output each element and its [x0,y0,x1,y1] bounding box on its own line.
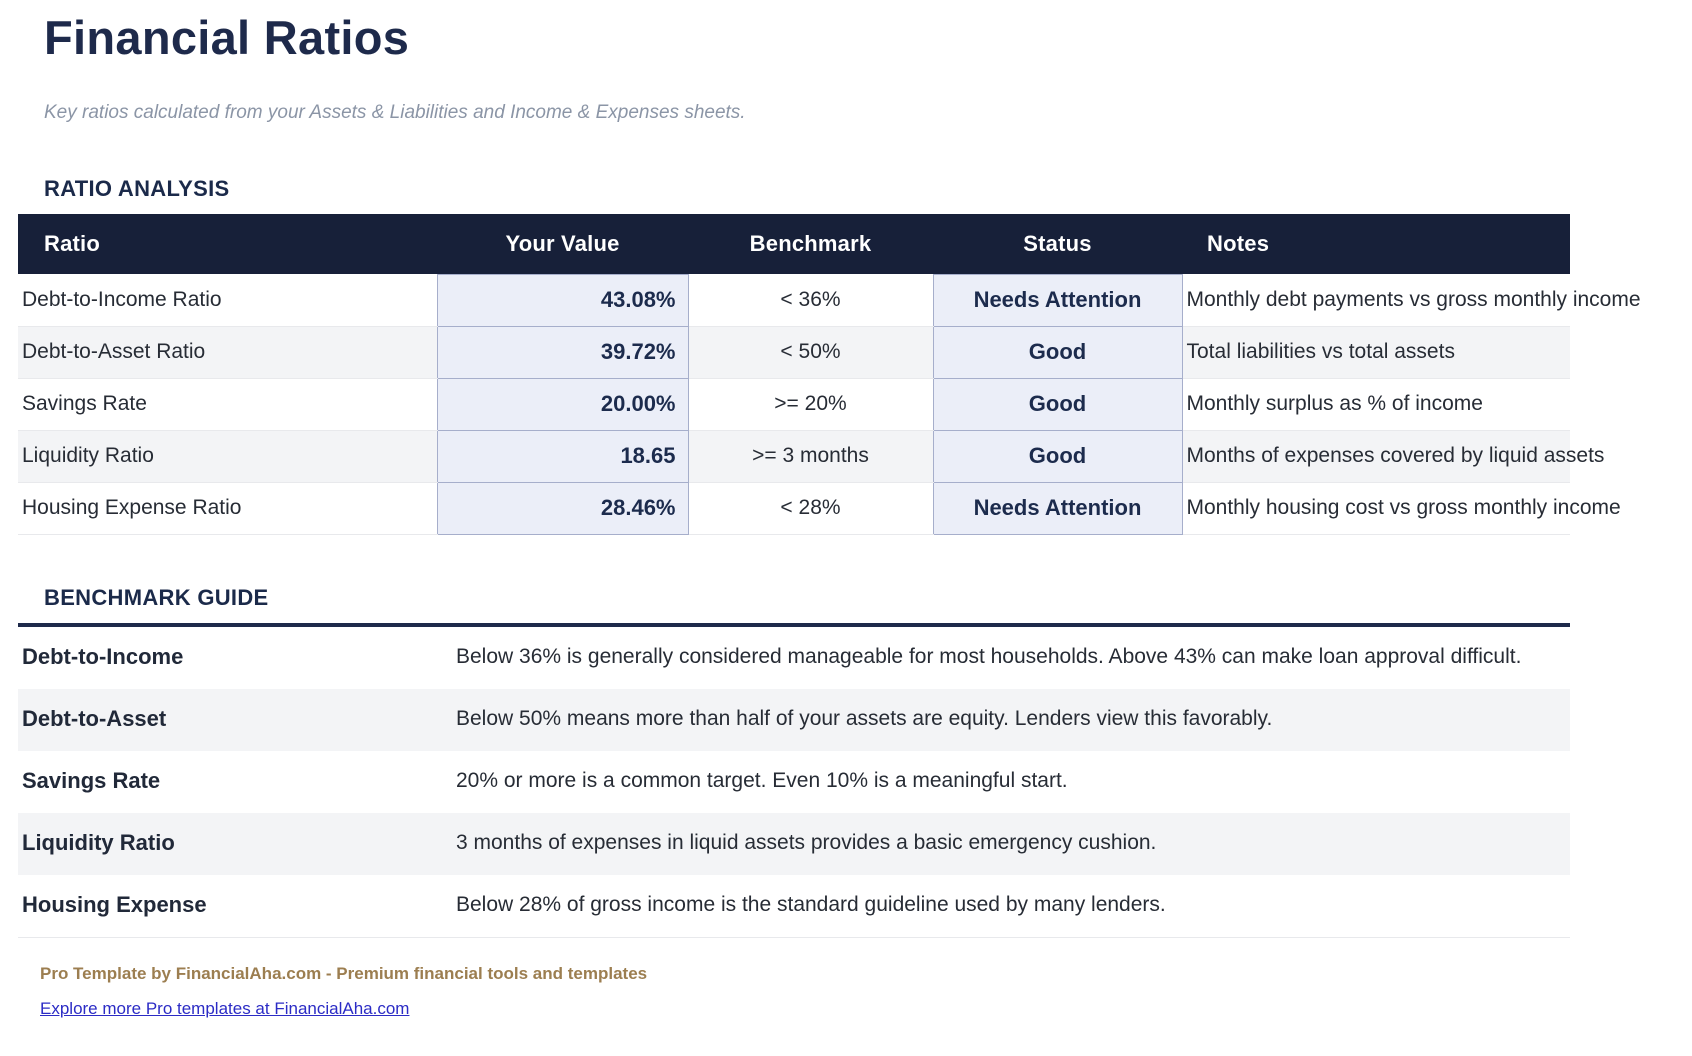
branding-text: Pro Template by FinancialAha.com - Premi… [40,963,648,983]
notes-cell: Monthly debt payments vs gross monthly i… [1182,274,1641,327]
status-cell: Good [932,325,1183,379]
benchmark-cell: >= 3 months [688,430,933,483]
ratio-analysis-heading: RATIO ANALYSIS [44,175,230,201]
status-cell: Needs Attention [932,273,1183,327]
benchmark-guide-table: Debt-to-Income Below 36% is generally co… [18,622,1570,938]
explore-templates-link[interactable]: Explore more Pro templates at FinancialA… [40,998,410,1018]
your-value-cell: 43.08% [436,273,689,327]
table-header-row: Ratio Your Value Benchmark Status Notes [18,213,1570,275]
guide-row: Housing Expense Below 28% of gross incom… [18,875,1570,937]
guide-description: Below 28% of gross income is the standar… [456,892,1166,916]
guide-term: Debt-to-Asset [22,705,167,731]
guide-description: Below 50% means more than half of your a… [456,706,1273,730]
ratio-name-cell: Liquidity Ratio [18,430,437,483]
column-header-your-value: Your Value [437,213,688,275]
notes-cell: Monthly housing cost vs gross monthly in… [1182,482,1621,535]
table-row: Savings Rate 20.00% >= 20% Good Monthly … [18,377,1570,431]
guide-row: Savings Rate 20% or more is a common tar… [18,751,1570,813]
column-header-benchmark: Benchmark [688,213,933,275]
benchmark-cell: < 36% [688,274,933,327]
guide-row: Liquidity Ratio 3 months of expenses in … [18,812,1570,875]
status-cell: Needs Attention [932,481,1183,535]
guide-description: 3 months of expenses in liquid assets pr… [456,830,1157,854]
benchmark-guide-heading: BENCHMARK GUIDE [44,584,269,610]
table-row: Debt-to-Asset Ratio 39.72% < 50% Good To… [18,325,1570,379]
table-row: Liquidity Ratio 18.65 >= 3 months Good M… [18,429,1604,483]
ratio-analysis-table: Ratio Your Value Benchmark Status Notes … [18,213,1641,535]
your-value-cell: 28.46% [436,481,689,535]
notes-cell: Months of expenses covered by liquid ass… [1182,430,1604,483]
page-footer: Pro Template by FinancialAha.com - Premi… [40,964,1692,1019]
guide-term: Debt-to-Income [22,643,184,669]
status-cell: Good [932,377,1183,431]
guide-description: 20% or more is a common target. Even 10%… [456,768,1068,792]
notes-cell: Total liabilities vs total assets [1182,326,1570,379]
column-header-notes: Notes [1182,213,1570,275]
page-title: Financial Ratios [44,11,410,64]
ratio-name-cell: Savings Rate [18,378,437,431]
your-value-cell: 39.72% [436,325,689,379]
benchmark-cell: >= 20% [688,378,933,431]
guide-term: Liquidity Ratio [22,829,175,855]
page-subtitle: Key ratios calculated from your Assets &… [44,101,746,123]
ratio-name-cell: Housing Expense Ratio [18,482,437,535]
your-value-cell: 18.65 [436,429,689,483]
ratio-name-cell: Debt-to-Income Ratio [18,274,437,327]
guide-description: Below 36% is generally considered manage… [456,644,1522,668]
your-value-cell: 20.00% [436,377,689,431]
status-cell: Good [932,429,1183,483]
table-row: Housing Expense Ratio 28.46% < 28% Needs… [18,481,1621,535]
guide-term: Housing Expense [22,891,207,917]
column-header-status: Status [933,213,1182,275]
ratio-name-cell: Debt-to-Asset Ratio [18,326,437,379]
guide-row: Debt-to-Asset Below 50% means more than … [18,688,1570,751]
benchmark-cell: < 50% [688,326,933,379]
table-row: Debt-to-Income Ratio 43.08% < 36% Needs … [18,273,1641,327]
benchmark-cell: < 28% [688,482,933,535]
guide-term: Savings Rate [22,767,161,793]
notes-cell: Monthly surplus as % of income [1182,378,1570,431]
financial-ratios-page: Financial Ratios Key ratios calculated f… [0,11,1692,1056]
column-header-ratio: Ratio [18,213,437,275]
guide-row: Debt-to-Income Below 36% is generally co… [18,627,1570,689]
